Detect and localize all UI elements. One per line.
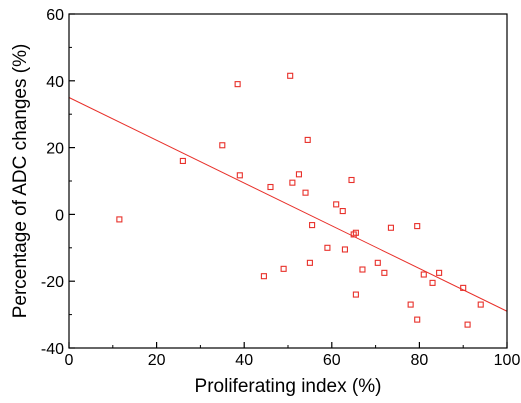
data-point xyxy=(414,316,421,323)
data-point xyxy=(374,259,381,266)
data-point xyxy=(352,291,359,298)
data-point xyxy=(381,269,388,276)
y-tick-label: 0 xyxy=(55,207,64,224)
data-point xyxy=(324,244,331,251)
data-point xyxy=(436,269,443,276)
data-point xyxy=(260,273,267,280)
data-point xyxy=(341,246,348,253)
y-tick-label: -20 xyxy=(41,274,64,291)
y-tick-label: 20 xyxy=(46,141,64,158)
data-point xyxy=(429,279,436,286)
data-point xyxy=(359,266,366,273)
data-point xyxy=(295,171,303,178)
data-points xyxy=(116,72,484,328)
data-point xyxy=(407,301,414,308)
y-axis-title: Percentage of ADC changes (%) xyxy=(10,44,31,319)
x-tick-label: 0 xyxy=(65,352,74,369)
data-point xyxy=(236,172,243,179)
data-point xyxy=(179,157,186,165)
data-point xyxy=(348,176,355,184)
data-point xyxy=(280,265,287,272)
data-point xyxy=(387,224,394,231)
axis-ticks: 0 20 40 60 80 100 -40 -20 0 20 40 60 xyxy=(41,7,521,369)
x-tick-label: 40 xyxy=(235,352,253,369)
x-tick-label: 100 xyxy=(494,352,521,369)
data-point xyxy=(306,259,313,266)
data-point xyxy=(420,271,427,278)
y-tick-label: 60 xyxy=(46,7,64,24)
data-point xyxy=(464,321,471,328)
data-point xyxy=(267,183,274,191)
regression-layer xyxy=(68,97,508,312)
data-point xyxy=(309,222,316,229)
x-axis-title: Proliferating index (%) xyxy=(195,376,382,397)
data-point xyxy=(460,284,467,291)
data-point xyxy=(304,136,311,143)
x-tick-label: 60 xyxy=(323,352,341,369)
data-point xyxy=(287,72,294,79)
y-tick-label: 40 xyxy=(46,74,64,91)
regression-line xyxy=(68,97,508,312)
y-tick-label: -40 xyxy=(41,341,64,358)
plot-area-frame xyxy=(68,13,508,349)
data-point xyxy=(219,142,226,149)
data-point xyxy=(234,81,241,88)
x-tick-label: 80 xyxy=(411,352,429,369)
data-point xyxy=(116,216,123,223)
x-tick-label: 20 xyxy=(148,352,166,369)
data-point xyxy=(289,179,296,186)
data-point xyxy=(477,301,484,308)
data-point xyxy=(414,223,421,230)
data-point xyxy=(333,201,340,208)
data-point xyxy=(339,208,346,215)
data-point xyxy=(302,189,309,196)
data-point xyxy=(352,229,359,236)
